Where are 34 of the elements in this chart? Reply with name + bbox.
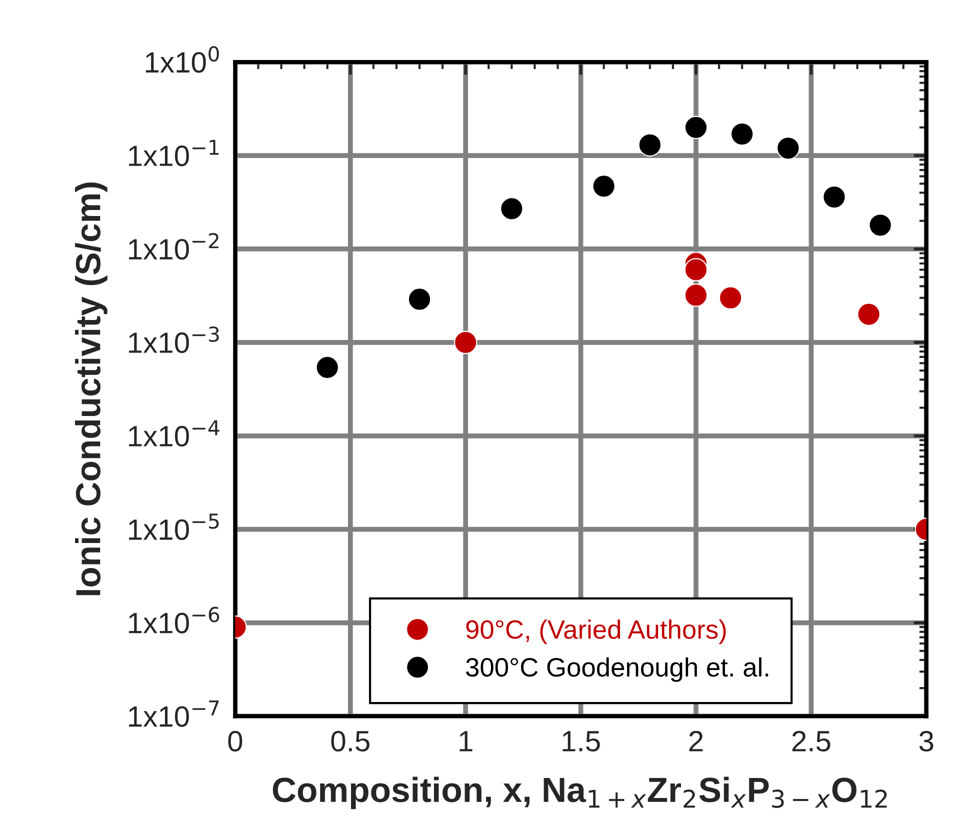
point [684,116,708,140]
x-tick-label: 1 [460,731,472,752]
point [500,197,524,220]
x-tick-label: 1.5 [562,731,600,752]
y-tick-label: 1x10$^{0}$ [146,46,219,73]
point [638,133,662,157]
x-tick-label: 3 [919,730,934,752]
y-axis-title: Ionic Conductivity (S/cm) [75,182,108,596]
y-tick-label: 1x10$^{−6}$ [129,606,220,634]
y-tick-label: 1x10$^{−7}$ [129,700,219,727]
point [857,302,880,326]
point [454,330,478,354]
y-tick-label: 1x10$^{−5}$ [129,514,219,540]
x-tick-label: 0 [228,730,242,752]
point [316,356,340,380]
y-tick-label: 1x10$^{−2}$ [129,233,218,260]
point [408,288,432,311]
y-tick-label: 1x10$^{−4}$ [129,420,220,447]
point [776,136,800,160]
point [684,258,708,282]
point [822,185,846,209]
legend-label: 300°C Goodenough et. al. [466,657,768,682]
point [592,174,616,198]
point [730,122,754,146]
legend-label: 90°C, (Varied Authors) [466,620,726,644]
y-tick-label: 1x10$^{−3}$ [129,326,219,354]
x-tick-label: 2.5 [792,730,830,752]
point [718,286,742,310]
y-tick-label: 1x10$^{−1}$ [129,140,219,166]
point [868,213,892,237]
text: Composition, x, Na$_{1+x}$Zr$_{2}$Si$_{x}$P$_{3−x}$O$_{12}$ [272,776,887,810]
x-tick-label: 2 [689,730,703,752]
point [684,284,708,307]
x-tick-label: 0.5 [331,730,370,752]
